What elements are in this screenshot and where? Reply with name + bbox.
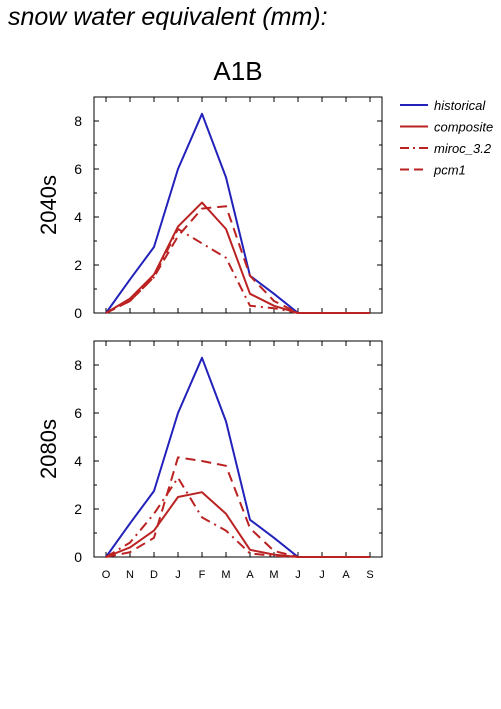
y-tick-label: 6 xyxy=(74,405,82,421)
chart-panel-2080s: 0 2 4 6 8 O N D J F M A M J J A S 2080s xyxy=(36,340,383,581)
y-tick-label: 8 xyxy=(74,357,82,373)
x-tick-label: M xyxy=(269,569,278,581)
legend: historical composite miroc_3.2 pcm1 xyxy=(400,98,493,178)
plot-frame xyxy=(93,340,383,558)
series-line-pcm1 xyxy=(105,205,370,314)
series-line-historical xyxy=(105,356,370,558)
x-tick-label: A xyxy=(342,569,350,581)
panel-label: 2080s xyxy=(36,419,61,479)
x-tick-label: J xyxy=(295,569,301,581)
y-tick-label: 2 xyxy=(74,501,82,517)
x-tick-label: J xyxy=(175,569,181,581)
legend-label: historical xyxy=(434,98,486,113)
x-tick-label: N xyxy=(126,569,134,581)
x-tick-label: M xyxy=(221,569,230,581)
series-line-miroc_3.2 xyxy=(105,228,370,314)
x-tick-label: O xyxy=(102,569,111,581)
legend-label: miroc_3.2 xyxy=(434,141,492,156)
x-tick-label: A xyxy=(246,569,254,581)
x-tick-label: S xyxy=(366,569,373,581)
plot-frame xyxy=(93,96,383,314)
scenario-title: A1B xyxy=(213,56,262,86)
y-tick-label: 0 xyxy=(74,305,82,321)
panel-label: 2040s xyxy=(36,175,61,235)
legend-label: pcm1 xyxy=(433,163,466,178)
y-tick-label: 4 xyxy=(74,209,82,225)
x-tick-label: D xyxy=(150,569,158,581)
x-tick-label: J xyxy=(319,569,325,581)
series-line-miroc_3.2 xyxy=(105,476,370,558)
legend-label: composite xyxy=(434,120,493,135)
y-tick-label: 6 xyxy=(74,161,82,177)
y-tick-label: 4 xyxy=(74,453,82,469)
x-tick-label: F xyxy=(199,569,206,581)
chart-panel-2040s: 0 2 4 6 8 2040s xyxy=(36,96,383,321)
page-title: snow water equivalent (mm): xyxy=(8,3,328,31)
series-line-composite xyxy=(105,201,370,314)
series-line-pcm1 xyxy=(105,456,370,558)
y-tick-label: 2 xyxy=(74,257,82,273)
y-tick-label: 8 xyxy=(74,113,82,129)
y-tick-label: 0 xyxy=(74,549,82,565)
